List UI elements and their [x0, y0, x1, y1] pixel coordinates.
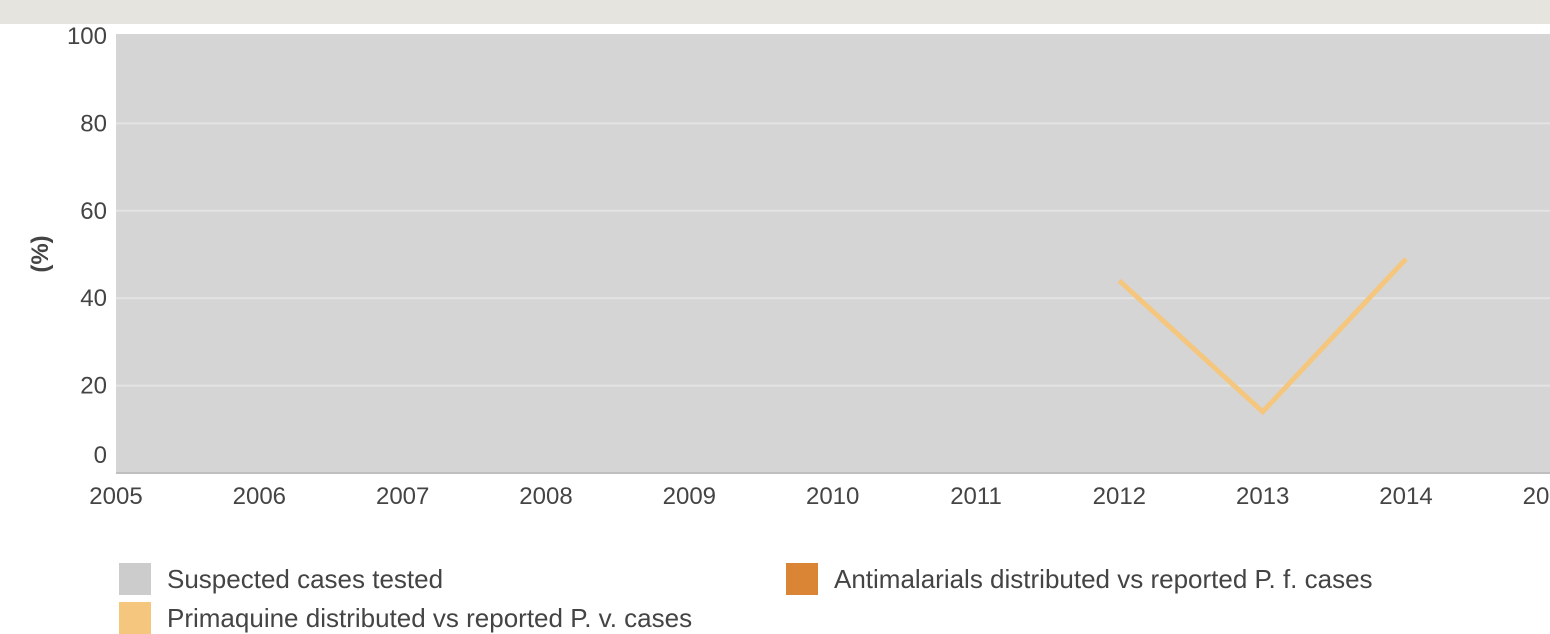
series-line-2 [1117, 257, 1408, 416]
series-lines [1117, 257, 1408, 416]
legend-swatch [119, 563, 151, 595]
x-tick-label: 2009 [663, 483, 716, 510]
legend-label: Antimalarials distributed vs reported P.… [834, 563, 1373, 594]
legend-swatch [119, 602, 151, 634]
x-tick-label: 2013 [1236, 483, 1289, 510]
x-tick-label: 2008 [519, 483, 572, 510]
y-tick-label: 0 [94, 442, 107, 469]
x-tick-label: 2007 [376, 483, 429, 510]
legend-label: Primaquine distributed vs reported P. v.… [167, 602, 693, 633]
legend-item[interactable]: Antimalarials distributed vs reported P.… [786, 563, 1373, 595]
chart-title-bar [0, 0, 1550, 24]
y-tick-label: 20 [80, 373, 107, 400]
y-tick-label: 40 [80, 285, 107, 312]
x-tick-label: 2010 [806, 483, 859, 510]
x-tick-label: 2006 [233, 483, 286, 510]
legend-item[interactable]: Suspected cases tested [119, 563, 443, 595]
x-tick-label: 2005 [89, 483, 142, 510]
y-tick-label: 80 [80, 110, 107, 137]
chart-svg: 0 20 40 60 80 100 2005 2006 2007 2008 2009 2010 201… [27, 23, 1550, 510]
y-tick-label: 60 [80, 198, 107, 225]
legend-swatch [786, 563, 818, 595]
y-tick-label: 100 [67, 23, 107, 50]
legend-item[interactable]: Primaquine distributed vs reported P. v.… [119, 602, 692, 634]
y-axis-title: (%) [27, 235, 54, 272]
y-axis-ticks: 0 20 40 60 80 100 [67, 23, 107, 469]
legend-label: Suspected cases tested [167, 563, 444, 594]
grid-lines [116, 122, 1550, 387]
x-axis-ticks: 2005 2006 2007 2008 2009 2010 2011 2012 2013 2014… [89, 483, 1550, 510]
x-tick-label: 2014 [1379, 483, 1432, 510]
x-tick-label: 2012 [1093, 483, 1146, 510]
x-tick-label: 2011 [950, 483, 1002, 510]
plot-area [116, 34, 1550, 473]
x-tick-label: 2015 [1523, 483, 1550, 510]
